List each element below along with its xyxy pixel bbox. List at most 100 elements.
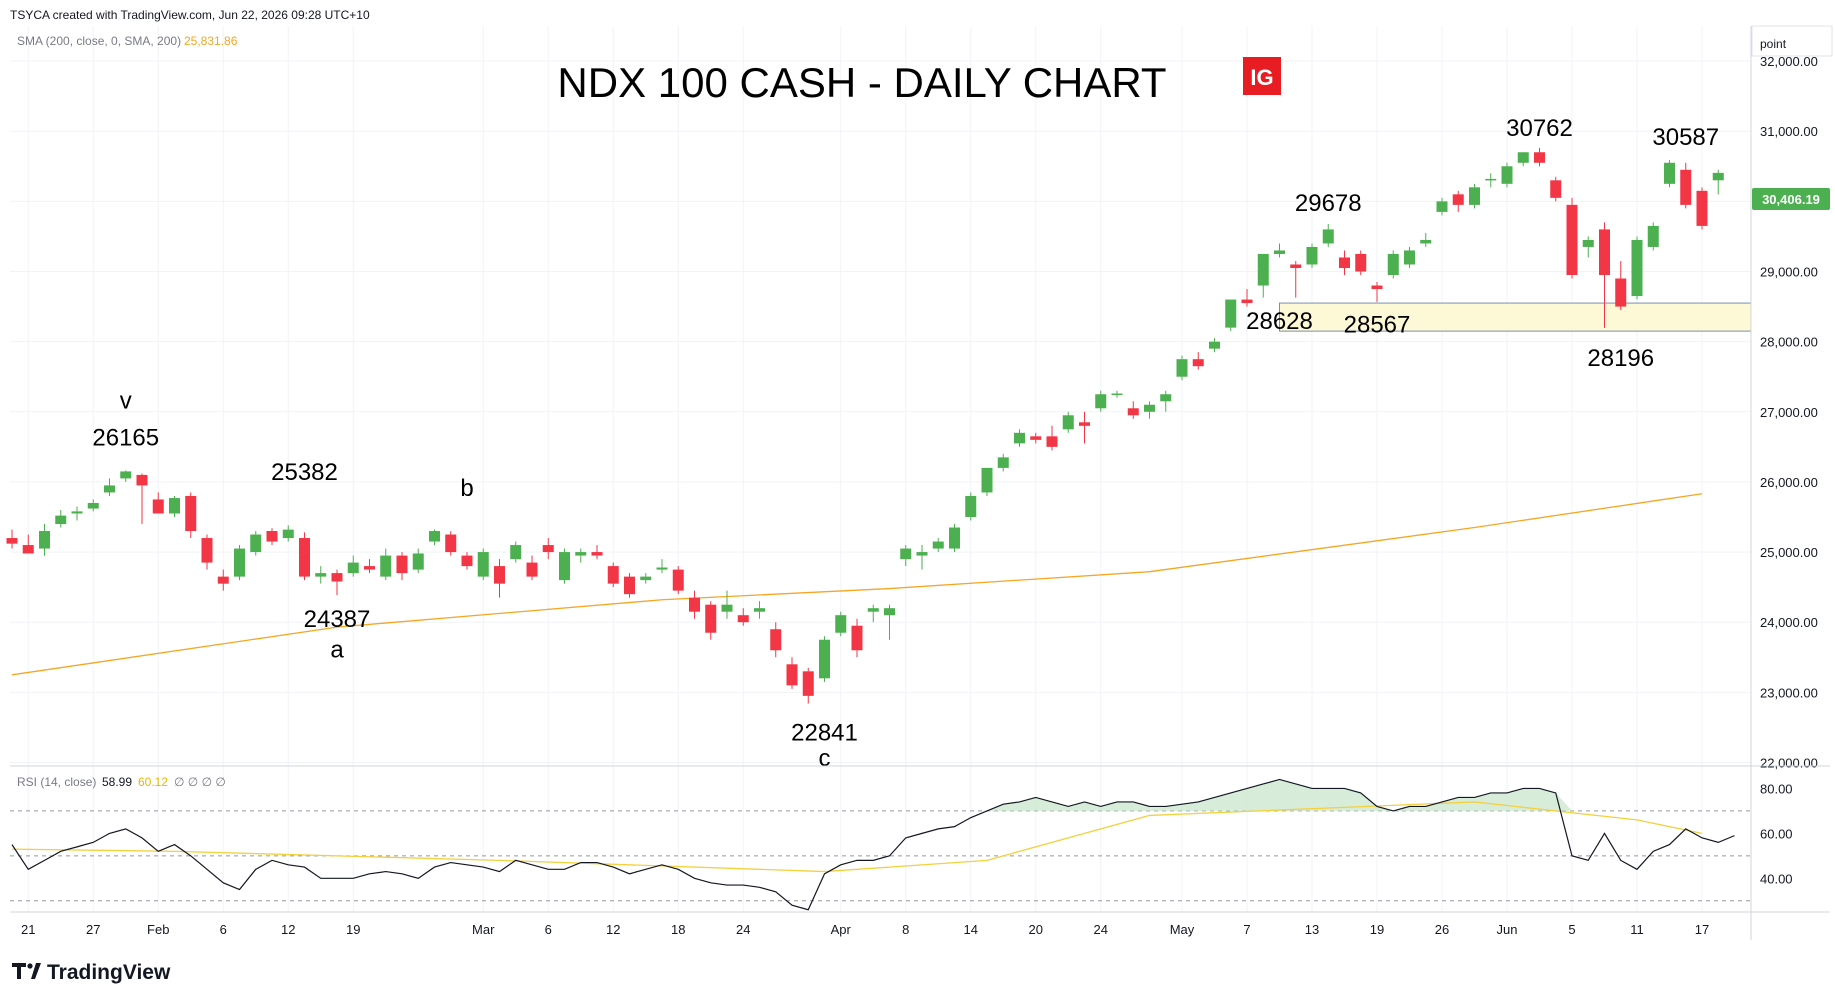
candle-body xyxy=(1631,239,1643,297)
candle-body xyxy=(656,567,668,570)
time-tick-label: 13 xyxy=(1305,922,1319,937)
candle xyxy=(932,538,944,553)
candle xyxy=(624,573,635,598)
candle-body xyxy=(884,608,895,616)
candle xyxy=(1241,289,1253,307)
candle xyxy=(136,473,148,525)
grid-group: 32,000.0031,000.0030,000.0029,000.0028,0… xyxy=(10,26,1818,937)
created-with-text: TSYCA created with TradingView.com, Jun … xyxy=(10,8,370,22)
wave-annotation: c xyxy=(819,745,831,772)
candle-body xyxy=(6,538,18,544)
candle-body xyxy=(1144,404,1155,412)
candle xyxy=(347,555,359,577)
candle xyxy=(1436,197,1448,216)
candle xyxy=(542,538,554,560)
candle-body xyxy=(266,531,278,542)
time-tick-label: 11 xyxy=(1630,922,1644,937)
wave-annotation: 30587 xyxy=(1652,124,1719,151)
candle-body xyxy=(1485,178,1497,181)
candle-body xyxy=(1014,432,1025,444)
candle-body xyxy=(380,555,392,577)
tradingview-wordmark: TradingView xyxy=(47,961,171,984)
candle xyxy=(299,532,310,581)
rsi-tick-label: 60.00 xyxy=(1760,826,1793,841)
candle xyxy=(1127,401,1139,419)
time-tick-label: 17 xyxy=(1695,922,1709,937)
candle-body xyxy=(1696,190,1708,226)
candle xyxy=(6,529,18,549)
candle xyxy=(656,559,668,574)
rsi-legend-label[interactable]: RSI (14, close) xyxy=(17,775,96,789)
time-tick-label: 6 xyxy=(220,922,227,937)
candle-body xyxy=(1501,166,1513,184)
rsi-legend-value: 58.99 xyxy=(102,775,132,789)
candle-body xyxy=(900,548,912,560)
time-tick-label: 12 xyxy=(281,922,295,937)
candle xyxy=(705,601,717,640)
candle xyxy=(916,545,928,570)
candle-body xyxy=(1290,264,1302,268)
time-tick-label: 24 xyxy=(736,922,750,937)
time-tick-label: 5 xyxy=(1568,922,1575,937)
price-tick-label: 22,000.00 xyxy=(1760,755,1818,770)
candle xyxy=(1274,243,1285,258)
candle xyxy=(981,467,993,496)
candle-body xyxy=(591,552,603,556)
candle xyxy=(819,636,830,682)
time-tick-label: 26 xyxy=(1435,922,1449,937)
ig-badge xyxy=(1243,57,1281,95)
price-tick-label: 29,000.00 xyxy=(1760,264,1818,279)
time-tick-label: Jun xyxy=(1497,922,1518,937)
candle xyxy=(104,478,115,496)
candle xyxy=(737,608,749,626)
candle-body xyxy=(705,604,717,633)
candle-body xyxy=(104,485,115,493)
sma-legend-label[interactable]: SMA (200, close, 0, SMA, 200) xyxy=(17,34,181,48)
wave-annotation: 26165 xyxy=(92,424,159,451)
time-tick-label: 18 xyxy=(671,922,685,937)
candle xyxy=(396,552,408,581)
time-tick-label: 8 xyxy=(902,922,909,937)
candle-body xyxy=(1111,393,1123,396)
candle xyxy=(1306,243,1318,268)
candle xyxy=(315,566,327,584)
candle xyxy=(721,590,733,619)
price-tick-label: 24,000.00 xyxy=(1760,615,1818,630)
candle xyxy=(185,492,197,539)
time-tick-label: May xyxy=(1170,922,1195,937)
candle-body xyxy=(494,566,505,584)
candle xyxy=(526,555,538,581)
candle-body xyxy=(1420,239,1432,244)
price-tick-label: 32,000.00 xyxy=(1760,54,1818,69)
candle-body xyxy=(429,531,440,542)
candle-body xyxy=(1404,250,1415,265)
candle-body xyxy=(136,474,148,486)
scale-mode-box[interactable] xyxy=(1751,25,1833,57)
candle-body xyxy=(819,639,830,679)
rsi-ma-line xyxy=(11,801,1703,873)
candle-body xyxy=(689,597,700,612)
candle xyxy=(152,492,164,514)
candle xyxy=(1062,411,1074,433)
candle-body xyxy=(835,615,847,633)
rsi-pane: 80.00 60.00 40.00 xyxy=(10,778,1793,911)
candle-body xyxy=(396,555,408,574)
wave-annotation: v xyxy=(120,387,132,414)
candle xyxy=(884,604,895,640)
candle-body xyxy=(1469,187,1480,205)
scale-mode-label[interactable]: point xyxy=(1760,37,1787,51)
time-tick-label: 20 xyxy=(1029,922,1043,937)
candle xyxy=(867,604,879,623)
svg-text:30,406.19: 30,406.19 xyxy=(1762,192,1820,207)
candle xyxy=(55,509,67,528)
candle xyxy=(217,569,229,591)
time-tick-label: Feb xyxy=(147,922,169,937)
rsi-ma-legend-value: 60.12 xyxy=(138,775,168,789)
time-tick-label: 27 xyxy=(86,922,100,937)
time-tick-label: Apr xyxy=(831,922,852,937)
candle-body xyxy=(1550,180,1562,198)
time-tick-label: 24 xyxy=(1094,922,1108,937)
wave-annotation: 28196 xyxy=(1587,345,1654,372)
